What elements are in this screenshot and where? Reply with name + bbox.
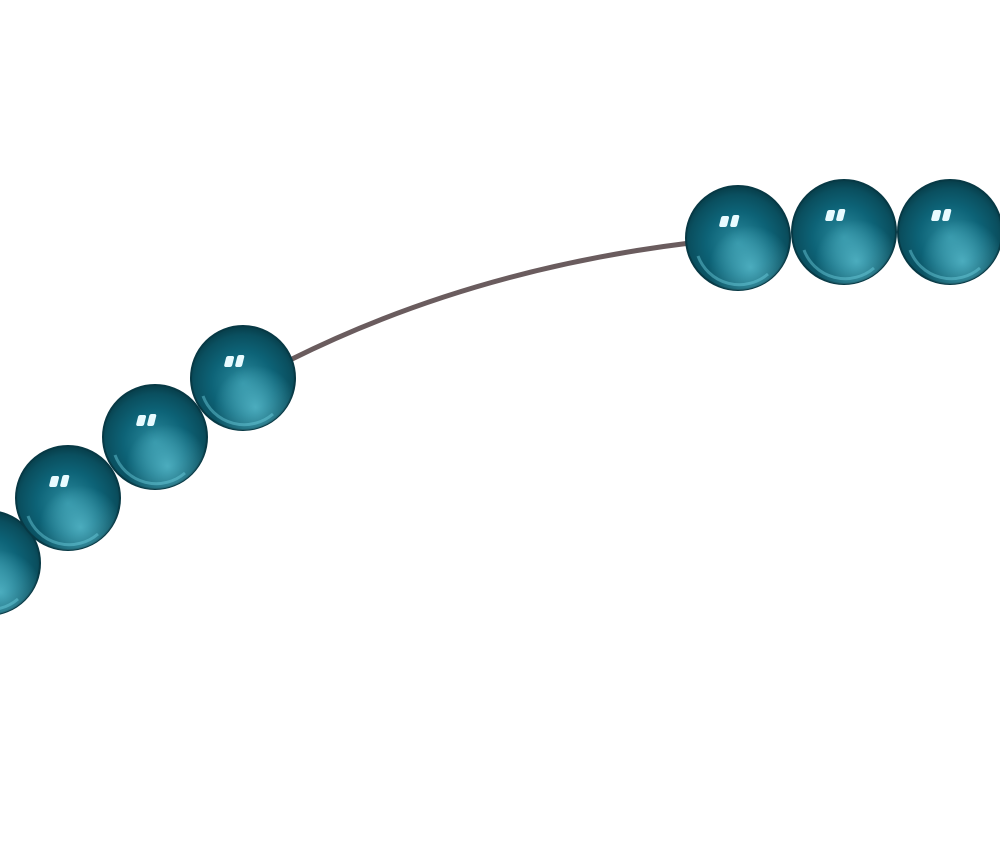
bead-3 xyxy=(101,383,209,491)
bead-7 xyxy=(896,178,1000,286)
bead-5 xyxy=(684,184,792,292)
string-line xyxy=(287,240,693,363)
bead-6 xyxy=(790,178,898,286)
bead-4 xyxy=(189,324,297,432)
bead-2 xyxy=(14,444,122,552)
